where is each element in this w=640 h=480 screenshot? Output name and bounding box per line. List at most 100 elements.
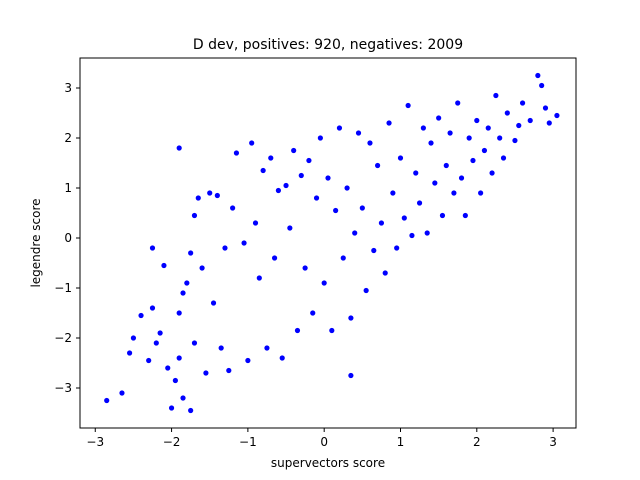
- data-point: [363, 287, 369, 294]
- data-point: [470, 157, 476, 164]
- data-point: [188, 407, 194, 414]
- data-point: [275, 187, 281, 194]
- data-point: [279, 355, 285, 361]
- data-point: [359, 205, 365, 211]
- data-point: [443, 162, 449, 169]
- data-point: [287, 225, 293, 231]
- data-point: [321, 280, 327, 286]
- x-tick-label: 1: [397, 435, 405, 449]
- data-point: [310, 310, 316, 316]
- data-point: [474, 117, 480, 124]
- data-point: [165, 365, 171, 371]
- data-point: [519, 100, 526, 106]
- data-point: [439, 212, 446, 219]
- data-point: [119, 390, 125, 396]
- data-point: [432, 180, 438, 186]
- data-point: [138, 312, 144, 319]
- data-point: [378, 220, 385, 226]
- data-point: [176, 310, 182, 316]
- data-point: [233, 150, 240, 156]
- data-point: [458, 175, 465, 181]
- data-point: [535, 72, 541, 79]
- data-point: [302, 265, 308, 271]
- data-point: [271, 255, 278, 261]
- data-point: [397, 155, 404, 161]
- chart-title: D dev, positives: 920, negatives: 2009: [193, 37, 463, 53]
- data-point: [283, 182, 289, 189]
- x-tick-label: 0: [320, 435, 328, 449]
- x-tick-label: 3: [549, 435, 557, 449]
- data-point: [199, 265, 205, 271]
- data-point: [188, 250, 194, 256]
- data-point: [172, 377, 178, 384]
- data-point: [401, 215, 407, 221]
- y-tick-label: −3: [54, 381, 72, 395]
- y-tick-label: 1: [64, 181, 72, 195]
- data-point: [390, 190, 396, 196]
- data-point: [451, 190, 457, 196]
- data-point: [268, 155, 274, 161]
- data-point: [130, 335, 137, 341]
- data-point: [317, 135, 323, 141]
- data-point: [500, 155, 507, 161]
- y-tick-label: 2: [64, 131, 72, 145]
- data-point: [455, 100, 461, 106]
- data-point: [352, 230, 358, 236]
- data-point: [344, 185, 350, 191]
- data-point: [329, 327, 335, 334]
- x-tick-label: 2: [473, 435, 481, 449]
- data-point: [527, 117, 533, 124]
- data-point: [226, 367, 232, 374]
- data-point: [539, 82, 545, 89]
- data-point: [336, 125, 343, 131]
- data-point: [462, 212, 468, 219]
- data-point: [554, 112, 560, 119]
- data-point: [176, 145, 182, 151]
- data-point: [375, 162, 381, 169]
- data-point: [355, 130, 362, 136]
- data-point: [168, 405, 175, 411]
- x-tick-label: −3: [86, 435, 104, 449]
- x-axis-label: supervectors score: [271, 456, 385, 470]
- data-point: [153, 340, 159, 346]
- data-point: [348, 372, 354, 379]
- data-point: [149, 245, 156, 251]
- y-tick-label: 3: [64, 81, 72, 95]
- data-point: [420, 125, 426, 131]
- data-point: [222, 245, 228, 251]
- data-point: [340, 255, 346, 261]
- data-point: [348, 315, 354, 321]
- data-point: [256, 275, 262, 281]
- y-tick-label: 0: [64, 231, 72, 245]
- data-point: [249, 140, 255, 146]
- data-point: [264, 345, 270, 351]
- data-point: [146, 357, 152, 364]
- data-point: [180, 395, 186, 401]
- plot-frame: [79, 57, 577, 429]
- data-point: [405, 102, 411, 109]
- data-point: [214, 192, 220, 199]
- data-point: [333, 207, 339, 214]
- data-point: [230, 205, 236, 211]
- data-point: [504, 110, 510, 116]
- y-tick-label: −1: [54, 281, 72, 295]
- data-point: [161, 262, 167, 269]
- data-point: [291, 147, 297, 154]
- data-point: [157, 330, 163, 336]
- data-point: [466, 135, 472, 141]
- y-axis-label: legendre score: [29, 198, 43, 287]
- data-point: [367, 140, 373, 146]
- data-point: [489, 170, 495, 176]
- x-tick-label: −1: [239, 435, 257, 449]
- data-point: [306, 157, 312, 164]
- data-point: [413, 170, 419, 176]
- data-point: [478, 190, 484, 196]
- data-point: [176, 355, 182, 361]
- data-point: [195, 195, 201, 201]
- data-point: [184, 280, 190, 286]
- data-point: [203, 370, 209, 376]
- data-point: [512, 137, 518, 144]
- data-point: [546, 120, 552, 126]
